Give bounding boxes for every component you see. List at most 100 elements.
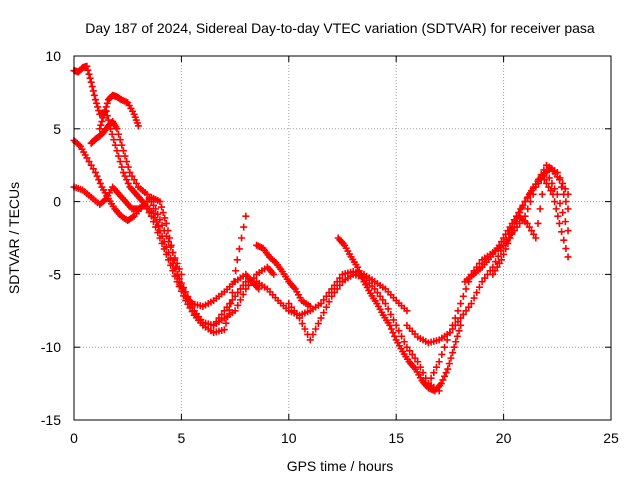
data-point-dense	[554, 212, 562, 220]
data-point	[220, 326, 228, 334]
data-point-dense	[218, 310, 226, 318]
data-point-dense	[502, 245, 510, 253]
data-point	[162, 219, 170, 227]
x-tick-label: 0	[70, 430, 78, 446]
data-point-dense	[212, 318, 220, 326]
series-layer	[70, 62, 572, 395]
data-point-dense	[562, 198, 570, 206]
data-point-dense	[149, 218, 157, 226]
data-point-dense	[177, 287, 185, 295]
data-point-dense	[167, 261, 175, 269]
data-point-dense	[167, 243, 175, 251]
series-sat-e	[87, 118, 185, 278]
data-point-dense	[442, 369, 450, 377]
data-point-dense	[543, 179, 551, 187]
data-point-dense	[124, 163, 132, 171]
data-point	[233, 256, 241, 264]
data-point-dense	[439, 376, 447, 384]
data-point	[564, 253, 572, 261]
data-point	[506, 234, 514, 242]
data-point-dense	[158, 221, 166, 229]
data-point	[403, 343, 411, 351]
chart-title: Day 187 of 2024, Sidereal Day-to-day VTE…	[85, 20, 595, 36]
series-sat-l	[461, 164, 572, 286]
data-point-dense	[559, 209, 567, 217]
data-point-dense	[158, 239, 166, 247]
data-point	[182, 297, 190, 305]
data-point-dense	[376, 292, 384, 300]
data-point-dense	[89, 165, 97, 173]
data-point	[270, 270, 278, 278]
data-point	[220, 307, 228, 315]
data-point	[100, 110, 108, 118]
data-point-dense	[236, 285, 244, 293]
data-point-dense	[226, 300, 234, 308]
data-point	[403, 307, 411, 315]
data-point-dense	[443, 336, 451, 344]
data-point-dense	[85, 70, 93, 78]
data-point-dense	[525, 190, 533, 198]
data-point-dense	[320, 296, 328, 304]
data-point	[437, 380, 445, 388]
data-point-dense	[156, 216, 164, 224]
y-tick-label: 0	[53, 194, 61, 210]
data-point-dense	[441, 372, 449, 380]
data-point-dense	[188, 308, 196, 316]
data-point-dense	[309, 330, 317, 338]
data-point-dense	[512, 218, 520, 226]
data-point-dense	[88, 83, 96, 91]
data-point-dense	[391, 332, 399, 340]
data-point	[231, 307, 239, 315]
x-tick-label: 10	[281, 430, 297, 446]
data-point-dense	[355, 267, 363, 275]
data-point-dense	[525, 223, 533, 231]
data-point-dense	[447, 354, 455, 362]
data-point-dense	[454, 307, 462, 315]
data-point-dense	[547, 187, 555, 195]
data-point	[564, 205, 572, 213]
data-point-dense	[116, 136, 124, 144]
data-point-dense	[173, 259, 181, 267]
data-point-dense	[528, 187, 536, 195]
data-point	[306, 336, 314, 344]
data-point-dense	[494, 252, 502, 260]
data-point-dense	[475, 283, 483, 291]
data-point	[177, 270, 185, 278]
data-point-dense	[290, 307, 298, 315]
data-point-dense	[86, 74, 94, 82]
data-point-dense	[234, 301, 242, 309]
data-point-dense	[508, 219, 516, 227]
data-point-dense	[145, 209, 153, 217]
data-point-dense	[454, 318, 462, 326]
data-point	[119, 168, 127, 176]
data-point-dense	[491, 267, 499, 275]
data-point	[113, 125, 121, 133]
data-point-dense	[504, 239, 512, 247]
data-point-dense	[232, 267, 240, 275]
data-point-dense	[102, 103, 110, 111]
data-point-dense	[147, 198, 155, 206]
data-point-dense	[171, 272, 179, 280]
data-point-dense	[149, 201, 157, 209]
data-point	[317, 300, 325, 308]
data-point-dense	[115, 130, 123, 138]
data-point-dense	[445, 360, 453, 368]
data-point	[83, 154, 91, 162]
data-point-dense	[406, 347, 414, 355]
data-point-dense	[152, 223, 160, 231]
data-point-dense	[459, 292, 467, 300]
data-point	[169, 249, 177, 257]
data-point	[435, 358, 443, 366]
data-point	[91, 96, 99, 104]
data-point-dense	[239, 290, 247, 298]
data-point-dense	[320, 309, 328, 317]
data-point-dense	[293, 310, 301, 318]
data-point-dense	[215, 314, 223, 322]
data-point-dense	[517, 205, 525, 213]
data-point	[495, 241, 503, 249]
data-point-dense	[184, 300, 192, 308]
data-point	[444, 365, 452, 373]
data-point	[91, 168, 99, 176]
